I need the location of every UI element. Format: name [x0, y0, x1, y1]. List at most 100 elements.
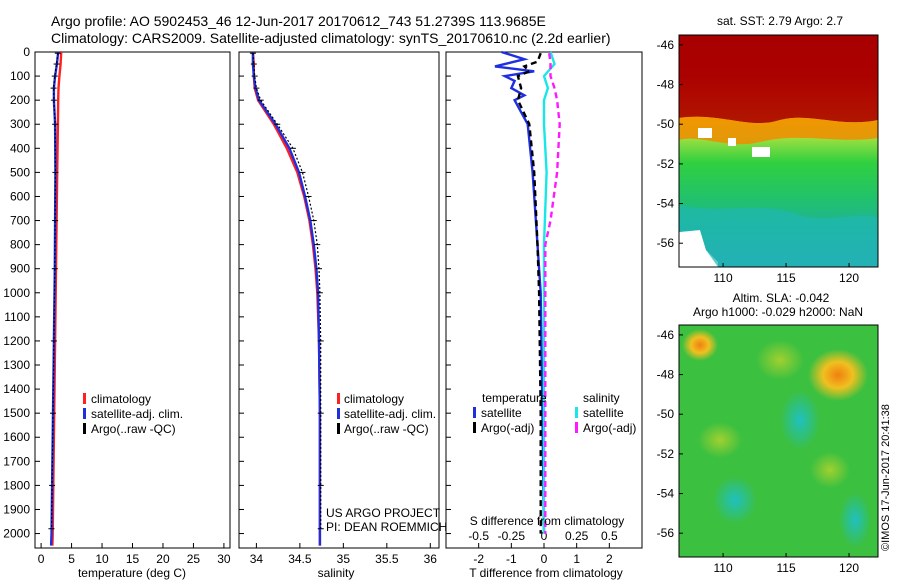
- difference-legend-salinity: salinity satellite Argo(-adj): [575, 391, 636, 435]
- series-line-satellite-adj-clim: [251, 52, 322, 546]
- legend-label-satellite: satellite-adj. clim.: [344, 407, 436, 421]
- x-tick-label: 34: [250, 552, 264, 566]
- lat-tick-label: -56: [657, 526, 675, 540]
- depth-axis: 0 100 200 300 400 500 600 700 800 900 1000 1100 1200…: [3, 45, 451, 541]
- depth-tick-label: 1300: [3, 358, 30, 372]
- x-tick-label: 35: [337, 552, 351, 566]
- legend-label-t-argo: Argo(-adj): [481, 421, 534, 435]
- imos-credit: ©IMOS 17-Jun-2017 20:41:38: [880, 404, 892, 551]
- salinity-plot: 34 34.5 35 35.5 36: [250, 51, 438, 566]
- difference-plot: -2 -1 0 1 2 -0.5 -0.25 0 0.25 0.5: [468, 50, 618, 566]
- depth-tick-label: 1900: [3, 502, 30, 516]
- sla-anomaly-low: [780, 390, 820, 450]
- sla-anomaly-low: [839, 492, 871, 548]
- lat-tick-label: -48: [657, 78, 675, 92]
- depth-tick-label: 1700: [3, 454, 30, 468]
- lon-tick-label: 120: [839, 271, 859, 285]
- difference-xlabel: T difference from climatology: [469, 566, 623, 580]
- legend-label-argo: Argo(..raw -QC): [91, 422, 176, 436]
- x-tick-label: 10: [95, 552, 109, 566]
- legend-swatch-climatology: [83, 393, 86, 404]
- depth-tick-label: 1400: [3, 382, 30, 396]
- depth-tick-label: 900: [10, 262, 30, 276]
- depth-tick-label: 400: [10, 141, 30, 155]
- lat-tick-label: -52: [657, 447, 675, 461]
- depth-tick-label: 600: [10, 189, 30, 203]
- lat-tick-label: -54: [657, 487, 675, 501]
- temperature-xlabel: temperature (deg C): [78, 566, 186, 580]
- temperature-panel-frame: [34, 51, 231, 549]
- depth-tick-label: 1800: [3, 478, 30, 492]
- x-tick-label: 36: [424, 552, 438, 566]
- x-tick-label: 0: [38, 552, 45, 566]
- x-tick-label: 34.5: [288, 552, 312, 566]
- sst-cloud-mask: [679, 230, 718, 267]
- sst-cloud-mask: [698, 128, 712, 138]
- lon-tick-label: 120: [839, 561, 859, 575]
- depth-tick-label: 200: [10, 93, 30, 107]
- x-tick-label: -1: [506, 552, 517, 566]
- temperature-plot: 0 5 10 15 20 25 30: [38, 51, 231, 566]
- sst-cloud-mask: [728, 138, 736, 146]
- sla-anomaly-mid: [698, 422, 742, 458]
- x-tick-label: 15: [126, 552, 140, 566]
- legend-swatch-t-satellite: [473, 407, 476, 418]
- lat-tick-label: -50: [657, 407, 675, 421]
- project-credit: US ARGO PROJECT: [326, 506, 441, 520]
- sst-map-axes: -46 -48 -50 -52 -54 -56 110 115 120: [657, 38, 860, 285]
- depth-tick-label: 100: [10, 69, 30, 83]
- sla-map: [678, 324, 879, 558]
- lon-tick-label: 110: [714, 561, 733, 575]
- sla-map-title2: Argo h1000: -0.029 h2000: NaN: [693, 305, 863, 319]
- sla-anomaly-mid: [810, 452, 850, 488]
- legend-swatch-argo: [83, 423, 86, 434]
- sla-anomaly-high: [682, 329, 718, 361]
- s-tick-label: 0.5: [601, 529, 618, 543]
- x-tick-label: 0: [541, 552, 548, 566]
- legend-swatch-satellite: [83, 408, 86, 419]
- legend-label-s-argo: Argo(-adj): [583, 421, 636, 435]
- sst-warm-front: [679, 35, 878, 124]
- legend-title-temperature: temperature: [482, 391, 547, 405]
- legend-swatch-t-argo: [473, 422, 476, 433]
- series-line-argo-raw-qc: [252, 53, 322, 529]
- legend-label-argo: Argo(..raw -QC): [344, 422, 429, 436]
- lon-tick-label: 115: [776, 561, 795, 575]
- x-tick-label: 30: [217, 552, 231, 566]
- figure-title-line2: Climatology: CARS2009. Satellite-adjuste…: [51, 30, 611, 46]
- s-tick-label: 0: [541, 529, 548, 543]
- lat-tick-label: -50: [657, 117, 675, 131]
- legend-label-climatology: climatology: [344, 392, 404, 406]
- x-tick-label: 5: [68, 552, 75, 566]
- depth-tick-label: 800: [10, 238, 30, 252]
- salinity-legend: climatology satellite-adj. clim. Argo(..…: [337, 392, 436, 436]
- legend-label-climatology: climatology: [91, 392, 151, 406]
- legend-title-salinity: salinity: [583, 391, 620, 405]
- legend-swatch-satellite: [337, 408, 340, 419]
- salinity-panel-frame: [238, 51, 440, 549]
- x-tick-label: 1: [573, 552, 580, 566]
- x-tick-label: 35.5: [375, 552, 399, 566]
- lat-tick-label: -46: [657, 328, 675, 342]
- sla-map-axes: -46 -48 -50 -52 -54 -56 110 115 120: [657, 328, 860, 575]
- depth-tick-label: 0: [23, 45, 30, 59]
- sst-orange-band: [679, 116, 878, 145]
- legend-swatch-argo: [337, 423, 340, 434]
- depth-tick-label: 500: [10, 165, 30, 179]
- salinity-xlabel: salinity: [318, 566, 355, 580]
- s-difference-label: S difference from climatology: [470, 514, 625, 528]
- depth-tick-label: 1200: [3, 334, 30, 348]
- depth-tick-label: 300: [10, 117, 30, 131]
- pi-credit: PI: DEAN ROEMMICH: [326, 520, 447, 534]
- s-tick-label: -0.5: [468, 529, 489, 543]
- legend-label-satellite: satellite-adj. clim.: [91, 407, 183, 421]
- legend-swatch-s-satellite: [575, 407, 578, 418]
- lat-tick-label: -54: [657, 197, 675, 211]
- difference-legend-temperature: temperature satellite Argo(-adj): [473, 391, 547, 435]
- sla-anomaly-high: [808, 349, 868, 401]
- lat-tick-label: -52: [657, 157, 675, 171]
- x-tick-label: -2: [473, 552, 484, 566]
- depth-tick-label: 2000: [3, 527, 30, 541]
- sst-map: [678, 34, 879, 268]
